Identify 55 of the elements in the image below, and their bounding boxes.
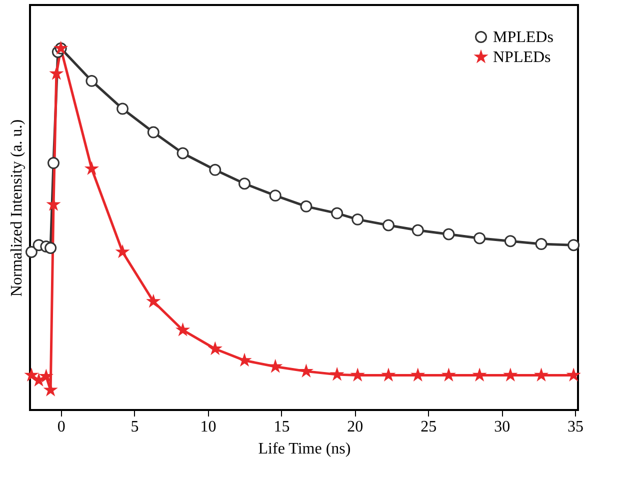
point bbox=[40, 370, 52, 382]
point bbox=[382, 219, 394, 232]
point bbox=[269, 190, 282, 202]
point bbox=[116, 102, 129, 115]
point bbox=[209, 342, 221, 354]
legend-label: MPLEDs bbox=[493, 29, 554, 46]
point bbox=[382, 369, 394, 380]
point bbox=[300, 200, 312, 212]
x-axis-title: Life Time (ns) bbox=[258, 440, 351, 458]
point bbox=[116, 246, 128, 257]
point bbox=[33, 374, 45, 386]
x-tick-label: 20 bbox=[347, 418, 364, 436]
x-tick-label: 25 bbox=[420, 418, 437, 436]
point bbox=[536, 369, 548, 380]
point bbox=[176, 147, 189, 160]
point bbox=[504, 235, 516, 248]
point bbox=[412, 369, 424, 380]
point bbox=[504, 369, 516, 380]
legend-label: NPLEDs bbox=[493, 49, 551, 66]
point bbox=[177, 324, 189, 336]
x-tick-label: 30 bbox=[494, 418, 510, 436]
x-tick-label: 5 bbox=[130, 418, 139, 436]
point bbox=[474, 369, 486, 380]
point bbox=[568, 369, 580, 380]
x-tick-label: 35 bbox=[568, 418, 584, 436]
point bbox=[568, 239, 580, 252]
point bbox=[44, 384, 56, 396]
x-tick-label: 0 bbox=[57, 418, 66, 436]
point bbox=[209, 164, 222, 176]
point bbox=[148, 296, 160, 307]
point bbox=[442, 369, 454, 380]
point bbox=[474, 232, 486, 244]
point bbox=[412, 224, 424, 236]
point bbox=[147, 126, 160, 138]
y-axis-title: Normalized Intensity (a. u.) bbox=[8, 119, 26, 297]
point bbox=[270, 360, 282, 372]
point bbox=[331, 368, 343, 380]
point bbox=[26, 369, 38, 380]
point bbox=[238, 354, 250, 366]
point bbox=[86, 162, 98, 174]
point bbox=[25, 246, 38, 258]
point bbox=[48, 198, 60, 210]
point bbox=[238, 178, 250, 190]
point bbox=[352, 369, 364, 380]
point bbox=[48, 157, 60, 170]
point bbox=[442, 228, 455, 240]
point bbox=[300, 365, 312, 376]
point bbox=[86, 74, 98, 87]
x-tick-label: 15 bbox=[274, 418, 290, 436]
point bbox=[44, 242, 57, 254]
point bbox=[352, 213, 364, 226]
x-tick-label: 10 bbox=[200, 418, 216, 436]
point bbox=[535, 238, 548, 250]
point bbox=[331, 207, 344, 220]
point bbox=[50, 68, 62, 79]
